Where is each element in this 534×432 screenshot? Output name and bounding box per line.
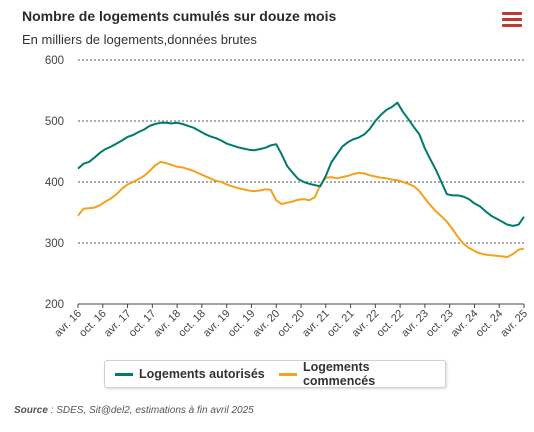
chart-legend: Logements autorisés Logements commencés <box>104 360 446 388</box>
legend-swatch <box>279 372 297 376</box>
x-tick-label: avr. 17 <box>102 308 134 340</box>
menu-bar <box>502 24 522 27</box>
legend-label: Logements commencés <box>302 360 376 388</box>
menu-bar <box>502 18 522 21</box>
x-tick-label: avr. 25 <box>498 308 530 340</box>
x-tick-label: oct. 18 <box>176 308 208 340</box>
x-tick-label: oct. 23 <box>424 308 456 340</box>
legend-item-autorises[interactable]: Logements autorisés <box>115 361 265 387</box>
x-tick-label: avr. 21 <box>300 308 332 340</box>
x-tick-label: oct. 16 <box>77 308 109 340</box>
chart-title: Nombre de logements cumulés sur douze mo… <box>22 8 337 24</box>
series-line-autorises <box>77 101 525 227</box>
y-tick-label: 600 <box>45 55 64 67</box>
hamburger-menu-icon[interactable] <box>502 12 522 28</box>
x-tick-label: avr. 16 <box>52 308 84 340</box>
x-tick-label: avr. 20 <box>251 308 283 340</box>
chart-subtitle: En milliers de logements,données brutes <box>22 32 257 47</box>
y-tick-label: 500 <box>45 116 64 128</box>
x-tick-label: oct. 24 <box>474 308 506 340</box>
y-tick-label: 200 <box>45 299 64 311</box>
legend-item-commences[interactable]: Logements commencés <box>279 360 445 388</box>
source-text: : SDES, Sit@del2, estimations à fin avri… <box>47 405 254 416</box>
legend-label: Logements autorisés <box>139 367 265 381</box>
x-tick-label: oct. 17 <box>127 308 159 340</box>
series-line-commences <box>77 160 525 258</box>
source-label: Source <box>14 405 48 416</box>
x-tick-label: avr. 23 <box>399 308 431 340</box>
x-tick-label: avr. 18 <box>151 308 183 340</box>
x-tick-label: oct. 19 <box>226 308 258 340</box>
legend-swatch <box>115 372 133 376</box>
source-note: Source : SDES, Sit@del2, estimations à f… <box>14 405 254 416</box>
y-tick-label: 300 <box>45 238 64 250</box>
menu-bar <box>502 12 522 15</box>
x-tick-label: oct. 22 <box>374 308 406 340</box>
y-tick-label: 400 <box>45 177 64 189</box>
x-tick-label: avr. 24 <box>449 308 481 340</box>
x-tick-label: avr. 19 <box>201 308 233 340</box>
x-tick-label: avr. 22 <box>350 308 382 340</box>
x-tick-label: oct. 20 <box>275 308 307 340</box>
x-tick-label: oct. 21 <box>325 308 357 340</box>
